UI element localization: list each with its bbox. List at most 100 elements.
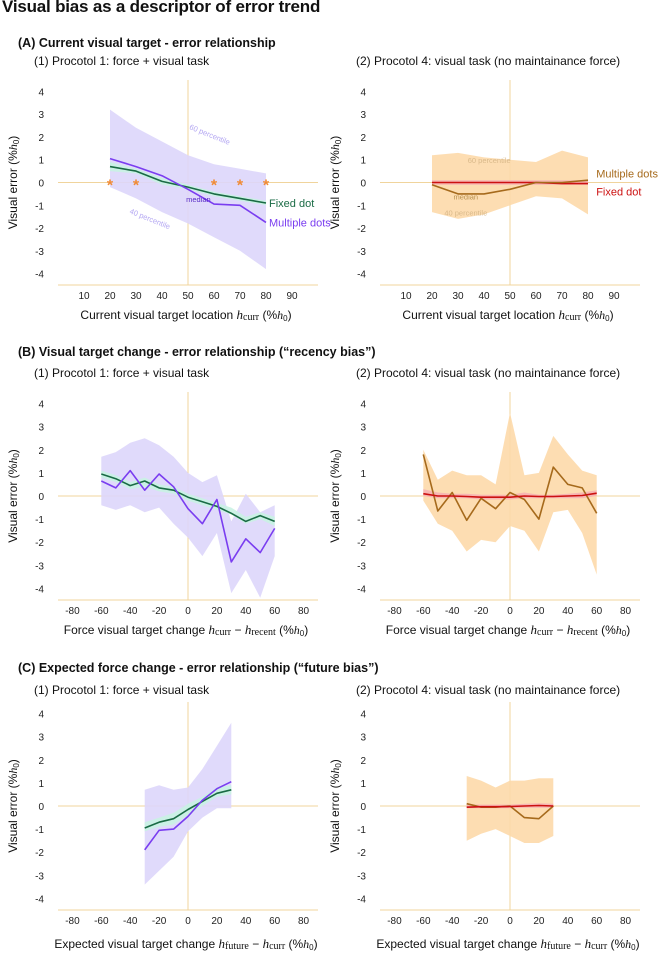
x-tick-label: -40 — [445, 606, 460, 617]
panel-title-a1: (1) Procotol 1: force + visual task — [34, 54, 210, 68]
y-tick-label: -3 — [357, 871, 366, 882]
x-tick-label: 0 — [185, 916, 191, 927]
y-tick-label: 4 — [38, 87, 44, 98]
x-tick-label: 40 — [156, 291, 168, 302]
y-tick-label: -1 — [357, 515, 366, 526]
y-tick-label: 3 — [360, 110, 366, 121]
y-tick-label: -2 — [357, 848, 366, 859]
y-tick-label: 4 — [360, 710, 366, 721]
x-tick-label: 0 — [185, 606, 191, 617]
x-tick-label: -40 — [445, 916, 460, 927]
x-tick-label: 30 — [130, 291, 142, 302]
x-tick-label: 70 — [556, 291, 568, 302]
chart-a1: -4 -3 -2 -1 0 1 2 3 4 10 20 30 40 50 60 70 80 90 Fixed dot… — [6, 80, 331, 323]
x-tick-label: 80 — [298, 606, 310, 617]
x-tick-label: 0 — [507, 916, 513, 927]
x-axis-label: Force visual target change hcurr − hrece… — [386, 622, 630, 638]
x-tick-label: -20 — [152, 916, 167, 927]
x-tick-label: 90 — [286, 291, 298, 302]
panel-title-b2: (2) Procotol 4: visual task (no maintain… — [356, 366, 621, 380]
x-tick-label: 20 — [533, 606, 545, 617]
series-line-0 — [101, 473, 275, 523]
x-tick-label: 60 — [269, 606, 281, 617]
y-tick-label: 4 — [38, 710, 44, 721]
series-label: Multiple dots — [596, 168, 658, 180]
annotation-label: 60 percentile — [468, 156, 511, 165]
y-tick-label: 3 — [38, 110, 44, 121]
x-tick-label: 60 — [591, 606, 603, 617]
y-tick-label: -1 — [35, 201, 44, 212]
section-title-a: (A) Current visual target - error relati… — [18, 36, 276, 50]
y-tick-label: 0 — [360, 179, 366, 190]
y-tick-label: -4 — [35, 270, 44, 281]
y-tick-label: -4 — [357, 894, 366, 905]
x-axis-label: Expected visual target change hfuture − … — [54, 936, 317, 952]
x-tick-label: -80 — [387, 606, 402, 617]
x-tick-label: 30 — [452, 291, 464, 302]
y-tick-label: 3 — [360, 733, 366, 744]
y-tick-label: 1 — [38, 779, 44, 790]
x-tick-label: 80 — [582, 291, 594, 302]
y-tick-label: -1 — [357, 825, 366, 836]
figure-title: Visual bias as a descriptor of error tre… — [2, 0, 321, 16]
x-tick-label: 10 — [400, 291, 412, 302]
x-tick-label: 20 — [533, 916, 545, 927]
x-tick-label: -40 — [123, 916, 138, 927]
annotation-label: 40 percentile — [444, 209, 487, 218]
y-axis-label: Visual error (%h0) — [328, 449, 343, 543]
y-tick-label: 2 — [360, 446, 366, 457]
x-tick-label: 80 — [260, 291, 272, 302]
y-tick-label: 2 — [38, 756, 44, 767]
x-tick-label: 40 — [562, 606, 574, 617]
series-line-0 — [109, 165, 267, 204]
x-tick-label: 20 — [426, 291, 438, 302]
series-line-1 — [466, 804, 554, 808]
series-line-1 — [431, 179, 589, 195]
y-tick-label: -1 — [35, 515, 44, 526]
y-tick-label: 4 — [360, 87, 366, 98]
chart-c1: -4 -3 -2 -1 0 1 2 3 4 -80 -60 -40 -20 0 20 40 60 80 Visual… — [6, 702, 318, 952]
y-tick-label: -1 — [357, 201, 366, 212]
y-axis-label: Visual error (%h0) — [328, 759, 343, 853]
x-tick-label: 20 — [211, 606, 223, 617]
series-line-0 — [422, 454, 598, 522]
significance-star: * — [133, 178, 140, 195]
x-tick-label: 20 — [104, 291, 116, 302]
y-tick-label: 0 — [360, 492, 366, 503]
chart-a2: -4 -3 -2 -1 0 1 2 3 4 10 20 30 40 50 60 70 80 90 Fixed dot… — [328, 80, 658, 323]
y-tick-label: 2 — [38, 133, 44, 144]
x-tick-label: 60 — [591, 916, 603, 927]
annotation-label: median — [186, 195, 211, 204]
x-tick-label: 80 — [620, 606, 632, 617]
y-tick-label: -2 — [35, 538, 44, 549]
x-tick-label: -20 — [152, 606, 167, 617]
y-tick-label: 1 — [360, 156, 366, 167]
y-tick-label: 3 — [38, 733, 44, 744]
x-tick-label: -20 — [474, 606, 489, 617]
panel-title-a2: (2) Procotol 4: visual task (no maintain… — [356, 54, 621, 68]
y-tick-label: -4 — [357, 270, 366, 281]
x-tick-label: 90 — [608, 291, 620, 302]
panel-title-c2: (2) Procotol 4: visual task (no maintain… — [356, 683, 621, 697]
y-tick-label: -4 — [35, 894, 44, 905]
series-line-0 — [432, 181, 588, 185]
y-tick-label: 1 — [38, 469, 44, 480]
y-tick-label: 4 — [360, 400, 366, 411]
x-tick-label: 50 — [504, 291, 516, 302]
x-tick-label: 40 — [562, 916, 574, 927]
y-tick-label: 1 — [38, 156, 44, 167]
x-axis-label: Current visual target location hcurr (%h… — [402, 307, 613, 323]
y-tick-label: 0 — [38, 802, 44, 813]
x-tick-label: -60 — [416, 606, 431, 617]
series-line-1 — [423, 492, 597, 498]
y-tick-label: 2 — [360, 133, 366, 144]
panel-title-c1: (1) Procotol 1: force + visual task — [34, 683, 210, 697]
significance-star: * — [263, 178, 270, 195]
series-label: Fixed dot — [269, 198, 314, 210]
annotation-label: median — [453, 193, 478, 202]
significance-star: * — [211, 178, 218, 195]
series-line-0 — [144, 789, 232, 829]
annotation-label: 60 percentile — [188, 122, 231, 146]
series-line-1 — [144, 780, 232, 851]
x-axis-label: Force visual target change hcurr − hrece… — [64, 622, 308, 638]
